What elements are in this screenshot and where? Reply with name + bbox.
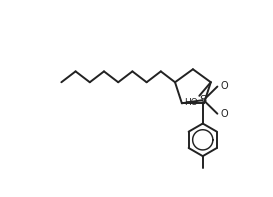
Text: O: O xyxy=(221,109,228,119)
Text: HO: HO xyxy=(185,98,198,107)
Text: O: O xyxy=(221,81,228,91)
Text: S: S xyxy=(199,95,206,105)
